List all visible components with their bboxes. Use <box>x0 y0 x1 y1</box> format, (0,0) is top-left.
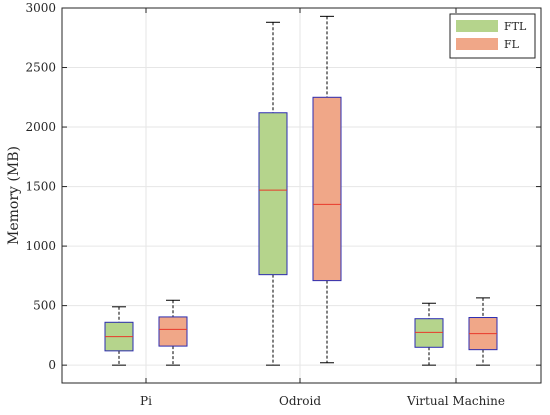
y-tick-label: 2500 <box>25 61 56 75</box>
legend-swatch <box>456 20 498 32</box>
y-axis-label: Memory (MB) <box>6 146 22 245</box>
box-ftl-1 <box>258 112 288 276</box>
y-tick-label: 3000 <box>25 1 56 15</box>
axes-frame <box>61 7 542 384</box>
box-fl-0 <box>158 316 188 347</box>
y-tick-label: 0 <box>48 358 56 372</box>
x-tick-label: Pi <box>140 394 152 408</box>
legend-swatch <box>456 38 498 50</box>
y-tick-label: 1500 <box>25 180 56 194</box>
box-ftl-2 <box>414 318 444 348</box>
legend-label: FTL <box>504 20 527 33</box>
box-fl-1 <box>312 96 342 282</box>
legend-label: FL <box>504 38 520 51</box>
y-tick-label: 1000 <box>25 239 56 253</box>
x-tick-label: Odroid <box>279 394 321 408</box>
y-tick-label: 500 <box>33 299 56 313</box>
y-tick-label: 2000 <box>25 120 56 134</box>
x-tick-label: Virtual Machine <box>406 394 505 408</box>
plot-area <box>62 8 541 383</box>
